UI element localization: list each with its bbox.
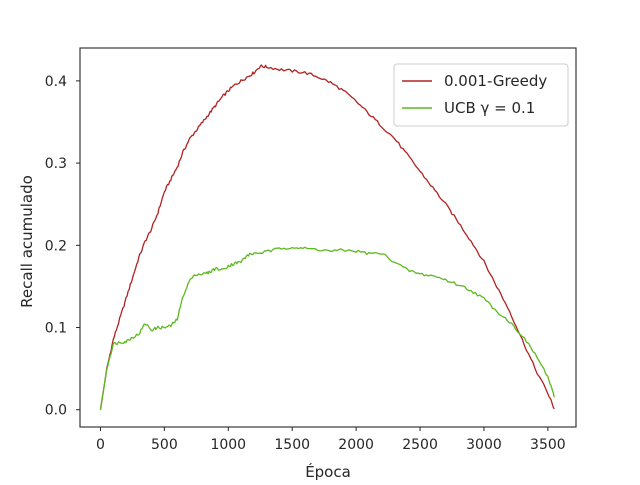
x-axis-label: Época — [305, 462, 351, 480]
x-tick-label: 3000 — [466, 437, 502, 453]
x-tick-label: 2500 — [402, 437, 438, 453]
legend-label: UCB γ = 0.1 — [444, 99, 535, 117]
y-tick-label: 0.3 — [45, 156, 67, 172]
y-axis-label: Recall acumulado — [18, 175, 36, 308]
y-tick-label: 0.2 — [45, 238, 67, 254]
legend-label: 0.001-Greedy — [444, 72, 547, 90]
series-line-1 — [99, 64, 555, 410]
y-tick-label: 0.4 — [45, 74, 67, 90]
x-axis: 0 500 1000 1500 2000 2500 3000 3500 — [96, 427, 566, 453]
x-tick-label: 1500 — [274, 437, 310, 453]
legend-items: 0.001-Greedy UCB γ = 0.1 — [402, 72, 547, 117]
x-tick-label: 1000 — [210, 437, 246, 453]
x-tick-label: 2000 — [338, 437, 374, 453]
y-tick-label: 0.0 — [45, 403, 67, 419]
series-line-2 — [99, 246, 555, 410]
x-tick-label: 3500 — [530, 437, 566, 453]
x-tick-label: 500 — [151, 437, 178, 453]
series-layer — [99, 64, 555, 410]
legend: 0.001-Greedy UCB γ = 0.1 — [393, 63, 569, 127]
y-tick-label: 0.1 — [45, 321, 67, 337]
legend-box — [393, 63, 569, 127]
x-tick-label: 0 — [96, 437, 105, 453]
y-axis: 0.0 0.1 0.2 0.3 0.4 — [45, 74, 80, 419]
